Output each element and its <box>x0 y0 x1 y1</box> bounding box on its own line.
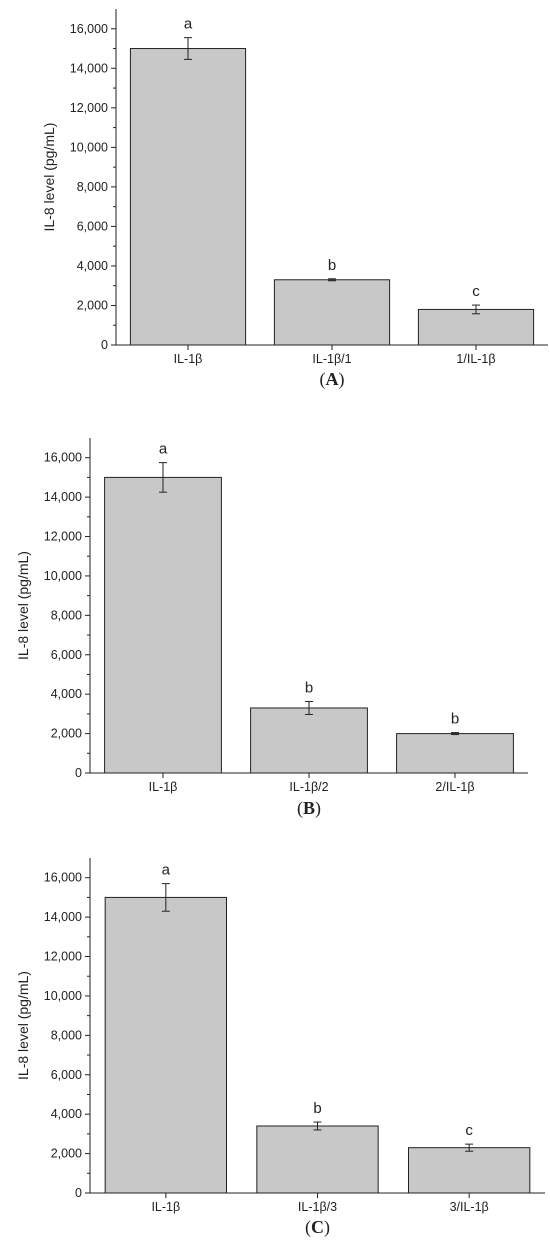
y-axis-title: IL-8 level (pg/mL) <box>41 123 57 232</box>
x-tick-label: IL-1β/1 <box>312 352 351 366</box>
x-tick-label: IL-1β/2 <box>289 780 328 794</box>
panel-label: (A) <box>320 369 345 390</box>
bar-3 <box>396 733 514 774</box>
y-tick-label: 4,000 <box>51 1107 82 1121</box>
bar-2 <box>256 1125 379 1194</box>
y-tick-label: 10,000 <box>44 989 82 1003</box>
x-tick-label: 1/IL-1β <box>456 352 495 366</box>
significance-label: a <box>162 862 171 879</box>
y-tick-label: 4,000 <box>77 259 108 273</box>
y-tick-label: 2,000 <box>77 298 108 312</box>
x-tick-label: IL-1β <box>151 1200 180 1214</box>
panel-letter: B <box>303 798 315 818</box>
y-axis-title: IL-8 level (pg/mL) <box>15 551 31 660</box>
y-tick-label: 14,000 <box>44 910 82 924</box>
bar-3 <box>408 1147 531 1194</box>
panel-letter: C <box>311 1217 324 1237</box>
significance-label: b <box>313 1100 321 1117</box>
panel-paren-open: ( <box>305 1217 311 1238</box>
y-tick-label: 6,000 <box>77 219 108 233</box>
panel-label: (C) <box>305 1217 330 1238</box>
panel-paren-close: ) <box>315 798 321 819</box>
significance-label: a <box>159 441 168 458</box>
panel-letter: A <box>326 369 339 389</box>
y-tick-label: 0 <box>75 1186 82 1200</box>
bar-1 <box>104 476 222 774</box>
y-tick-label: 10,000 <box>44 569 82 583</box>
y-tick-label: 12,000 <box>44 950 82 964</box>
chart-panel-A: 0 2,000 4,000 6,000 8,000 10,000 12,000 14,000 1… <box>41 9 548 390</box>
bar-2 <box>273 279 391 346</box>
x-tick-label: 2/IL-1β <box>435 780 474 794</box>
y-tick-label: 12,000 <box>70 101 108 115</box>
bar-2 <box>250 707 368 774</box>
bar-1 <box>104 896 227 1194</box>
y-tick-label: 2,000 <box>51 1147 82 1161</box>
significance-label: c <box>472 283 480 300</box>
panel-paren-open: ( <box>320 369 326 390</box>
y-tick-label: 8,000 <box>51 1028 82 1042</box>
y-tick-label: 2,000 <box>51 727 82 741</box>
y-axis-title: IL-8 level (pg/mL) <box>15 971 31 1080</box>
y-tick-label: 8,000 <box>51 608 82 622</box>
y-tick-label: 6,000 <box>51 648 82 662</box>
panel-paren-open: ( <box>297 798 303 819</box>
significance-label: b <box>328 257 336 274</box>
panel-paren-close: ) <box>339 369 345 390</box>
y-tick-label: 12,000 <box>44 530 82 544</box>
y-tick-label: 16,000 <box>44 451 82 465</box>
y-tick-label: 16,000 <box>70 22 108 36</box>
panel-label: (B) <box>297 798 321 819</box>
bar-3 <box>417 308 535 346</box>
y-tick-label: 0 <box>75 766 82 780</box>
significance-label: c <box>465 1122 473 1139</box>
x-tick-label: 3/IL-1β <box>450 1200 489 1214</box>
y-tick-label: 0 <box>101 338 108 352</box>
chart-panel-B: 0 2,000 4,000 6,000 8,000 10,000 12,000 14,000 1… <box>15 438 528 819</box>
significance-label: b <box>451 711 459 728</box>
y-tick-label: 10,000 <box>70 140 108 154</box>
significance-label: a <box>184 16 193 33</box>
panel-paren-close: ) <box>324 1217 330 1238</box>
x-tick-label: IL-1β <box>174 352 203 366</box>
x-tick-label: IL-1β <box>149 780 178 794</box>
y-tick-label: 16,000 <box>44 871 82 885</box>
bar-1 <box>129 48 247 346</box>
x-tick-label: IL-1β/3 <box>298 1200 337 1214</box>
chart-panel-C: 0 2,000 4,000 6,000 8,000 10,000 12,000 14,000 1… <box>15 858 545 1238</box>
significance-label: b <box>305 679 313 696</box>
y-tick-label: 4,000 <box>51 687 82 701</box>
y-tick-label: 14,000 <box>70 61 108 75</box>
y-tick-label: 8,000 <box>77 180 108 194</box>
y-tick-label: 6,000 <box>51 1068 82 1082</box>
y-tick-label: 14,000 <box>44 490 82 504</box>
